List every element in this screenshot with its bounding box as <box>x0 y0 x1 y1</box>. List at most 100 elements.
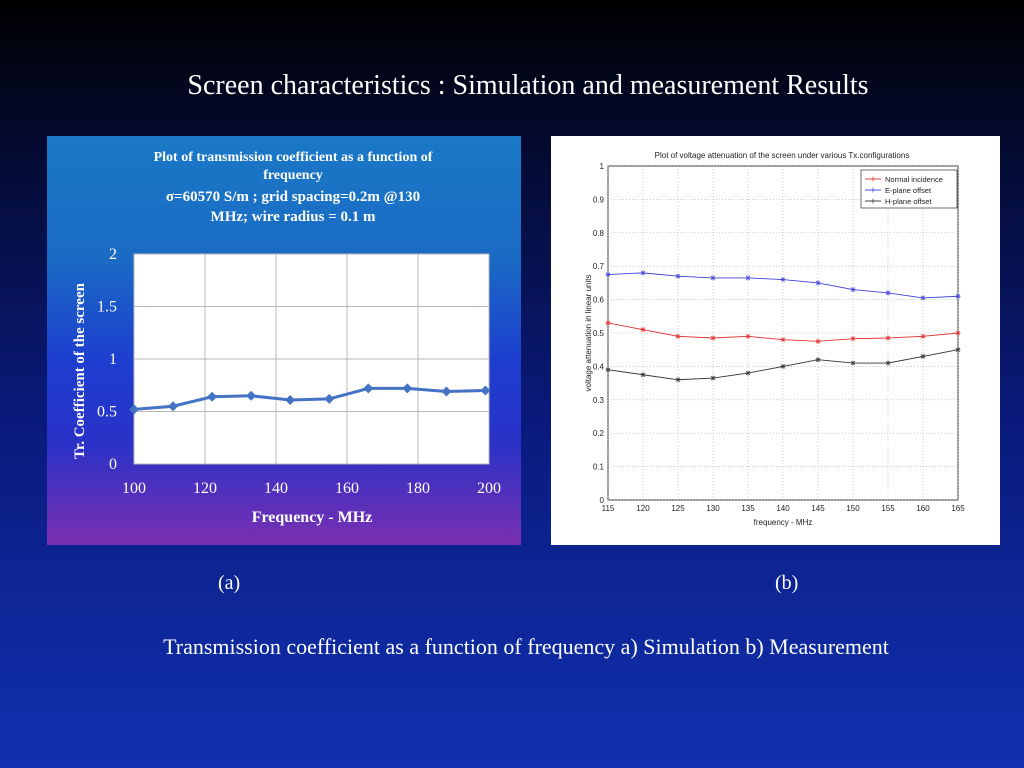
figure-caption: Transmission coefficient as a function o… <box>163 634 889 659</box>
data-point <box>920 353 926 359</box>
x-tick-label: 115 <box>602 504 615 513</box>
data-point <box>710 275 716 281</box>
data-point <box>955 330 961 336</box>
data-point <box>850 336 856 342</box>
y-tick-label: 0.7 <box>593 262 605 271</box>
data-point <box>885 290 891 296</box>
chart-title: frequency <box>263 168 323 183</box>
data-point <box>710 375 716 381</box>
simulation-chart: Plot of transmission coefficient as a fu… <box>72 150 501 526</box>
data-point <box>480 385 491 396</box>
data-point <box>129 404 139 415</box>
x-tick-label: 200 <box>477 480 501 497</box>
data-point <box>920 295 926 301</box>
caption-b: (b) <box>775 572 799 594</box>
data-point <box>850 360 856 366</box>
y-tick-label: 0.5 <box>593 329 605 338</box>
data-point <box>640 270 646 276</box>
legend-label: H-plane offset <box>885 197 932 206</box>
legend-label: Normal incidence <box>885 175 943 184</box>
x-tick-label: 150 <box>846 504 860 513</box>
data-point <box>363 383 374 394</box>
y-axis-label: voltage attenuation in linear units <box>584 275 593 392</box>
data-point <box>640 327 646 333</box>
y-tick-label: 0.5 <box>97 404 117 421</box>
measurement-chart-panel: Plot of voltage attenuation of the scree… <box>551 136 1000 545</box>
simulation-chart-panel: Plot of transmission coefficient as a fu… <box>47 136 521 545</box>
legend-box <box>860 169 958 209</box>
x-tick-label: 160 <box>916 504 930 513</box>
caption-a: (a) <box>218 572 241 594</box>
data-point <box>710 335 716 341</box>
legend-marker <box>870 187 876 193</box>
data-point <box>780 277 786 283</box>
y-tick-label: 0.2 <box>593 429 605 438</box>
chart-subtitle: σ=60570 S/m ; grid spacing=0.2m @130 <box>166 189 420 205</box>
y-tick-label: 1.5 <box>97 299 117 316</box>
legend-marker <box>870 176 876 182</box>
y-tick-label: 0.6 <box>593 296 605 305</box>
x-tick-label: 165 <box>951 504 965 513</box>
data-point <box>640 372 646 378</box>
y-tick-label: 2 <box>109 246 117 263</box>
data-point <box>605 320 611 326</box>
chart-title: Plot of transmission coefficient as a fu… <box>154 150 433 165</box>
y-axis-label: Tr. Coefficient of the screen <box>72 282 88 459</box>
data-point <box>324 393 335 404</box>
data-point <box>780 337 786 343</box>
data-point <box>675 377 681 383</box>
data-point <box>815 338 821 344</box>
y-tick-label: 0.9 <box>593 195 605 204</box>
legend-marker <box>870 198 876 204</box>
x-tick-label: 120 <box>193 480 217 497</box>
y-tick-label: 0 <box>109 456 117 473</box>
x-tick-label: 125 <box>671 504 685 513</box>
data-point <box>402 383 413 394</box>
measurement-chart: Plot of voltage attenuation of the scree… <box>584 151 965 527</box>
data-point <box>605 272 611 278</box>
data-point <box>605 367 611 373</box>
data-point <box>815 280 821 286</box>
legend-label: E-plane offset <box>885 186 932 195</box>
data-point <box>885 335 891 341</box>
data-point <box>168 401 179 412</box>
data-point <box>815 357 821 363</box>
slide-title: Screen characteristics : Simulation and … <box>187 70 869 101</box>
x-tick-label: 155 <box>881 504 895 513</box>
data-point <box>920 333 926 339</box>
data-point <box>850 287 856 293</box>
x-tick-label: 135 <box>741 504 755 513</box>
x-axis-label: Frequency - MHz <box>252 509 373 526</box>
y-tick-label: 1 <box>600 162 605 171</box>
x-axis-label: frequency - MHz <box>754 518 813 527</box>
x-tick-label: 160 <box>335 480 359 497</box>
data-point <box>285 394 296 405</box>
x-tick-label: 145 <box>811 504 825 513</box>
chart-title: Plot of voltage attenuation of the scree… <box>655 151 910 160</box>
y-tick-label: 0.3 <box>593 396 605 405</box>
data-point <box>955 347 961 353</box>
data-point <box>675 333 681 339</box>
data-point <box>745 275 751 281</box>
x-tick-label: 100 <box>122 480 146 497</box>
y-tick-label: 0.8 <box>593 229 605 238</box>
data-point <box>207 391 218 402</box>
y-tick-label: 0 <box>600 496 605 505</box>
chart-subtitle: MHz; wire radius = 0.1 m <box>211 209 376 225</box>
data-point <box>745 333 751 339</box>
data-point <box>246 390 257 401</box>
data-point <box>745 370 751 376</box>
x-tick-label: 140 <box>264 480 288 497</box>
x-tick-label: 180 <box>406 480 430 497</box>
x-tick-label: 140 <box>776 504 790 513</box>
x-tick-label: 120 <box>636 504 650 513</box>
y-tick-label: 0.4 <box>593 362 605 371</box>
data-point <box>780 363 786 369</box>
data-point <box>675 273 681 279</box>
data-point <box>955 293 961 299</box>
x-tick-label: 130 <box>706 504 720 513</box>
series-line <box>133 386 486 411</box>
data-point <box>885 360 891 366</box>
data-point <box>441 386 452 397</box>
y-tick-label: 1 <box>109 351 117 368</box>
